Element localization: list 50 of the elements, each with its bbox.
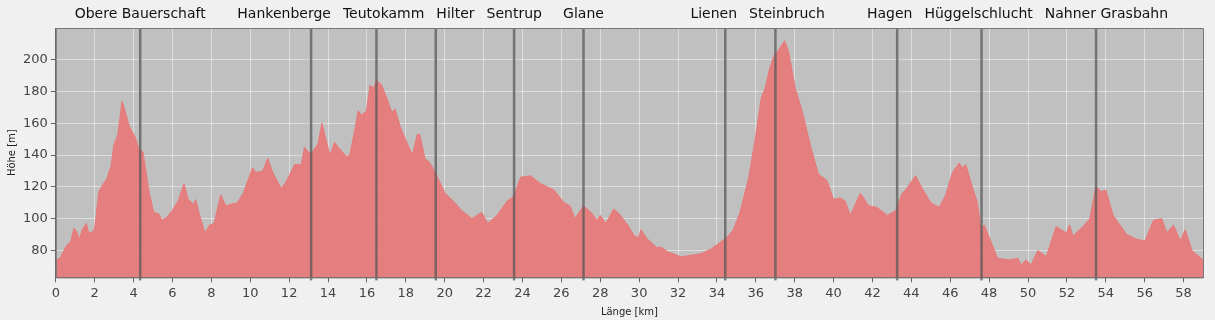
- y-tick-label: 160: [22, 114, 48, 130]
- x-tick-label: 24: [514, 284, 531, 300]
- x-tick-label: 30: [630, 284, 648, 300]
- ref-line-label: Glane: [563, 4, 604, 21]
- x-tick-label: 20: [436, 284, 453, 300]
- x-tick-label: 54: [1097, 284, 1115, 300]
- y-tick-label: 140: [22, 146, 48, 162]
- x-tick-label: 38: [786, 284, 803, 300]
- ref-line-label: Obere Bauerschaft: [74, 4, 207, 21]
- x-tick-label: 6: [168, 284, 177, 300]
- x-tick-label: 58: [1175, 284, 1192, 300]
- ref-line-label: Teutokamm: [341, 4, 425, 21]
- y-tick-label: 80: [31, 241, 48, 257]
- x-tick-label: 44: [903, 284, 920, 300]
- x-tick-label: 56: [1136, 284, 1153, 300]
- ref-line-label: Hagen: [866, 4, 913, 21]
- ref-line-label: Sentrup: [486, 4, 543, 21]
- x-tick-label: 12: [280, 284, 298, 300]
- y-tick-label: 200: [22, 51, 48, 67]
- ref-line-label: Hilter: [436, 4, 475, 21]
- x-tick-label: 22: [475, 284, 492, 300]
- x-tick-label: 0: [51, 284, 60, 300]
- y-tick-label: 180: [22, 82, 48, 98]
- y-axis-title: Höhe [m]: [5, 129, 17, 177]
- x-tick-label: 14: [319, 284, 337, 300]
- x-tick-label: 2: [90, 284, 99, 300]
- ref-line-label: Nahner Grasbahn: [1044, 4, 1169, 21]
- x-tick-label: 42: [864, 284, 881, 300]
- x-tick-label: 48: [980, 284, 998, 300]
- x-tick-label: 26: [553, 284, 570, 300]
- ref-line-label: Steinbruch: [749, 4, 825, 21]
- x-tick-label: 32: [669, 284, 687, 300]
- ref-line-label: Lienen: [690, 4, 738, 21]
- x-axis-title: Länge [km]: [600, 305, 659, 317]
- ref-line-label: Hankenberge: [237, 4, 331, 21]
- x-tick-label: 52: [1058, 284, 1076, 300]
- x-tick-label: 16: [358, 284, 376, 300]
- x-tick-label: 18: [397, 284, 415, 300]
- x-tick-label: 8: [207, 284, 216, 300]
- y-tick-label: 100: [22, 210, 48, 225]
- x-tick-label: 46: [941, 284, 959, 300]
- x-tick-label: 34: [708, 284, 726, 300]
- x-tick-label: 10: [241, 284, 259, 300]
- ref-line-label: Hüggelschlucht: [924, 4, 1034, 21]
- x-tick-label: 36: [747, 284, 765, 300]
- x-tick-label: 4: [129, 284, 138, 300]
- x-tick-label: 28: [591, 284, 609, 300]
- y-tick-label: 120: [22, 178, 48, 194]
- x-tick-label: 50: [1019, 284, 1037, 300]
- x-tick-label: 40: [825, 284, 842, 300]
